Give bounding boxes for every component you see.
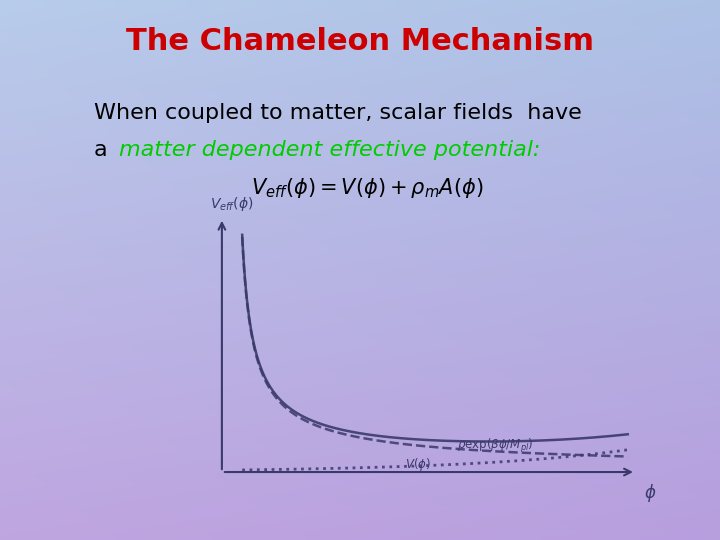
Text: $V_{eff}(\phi) = V(\phi) + \rho_m A(\phi)$: $V_{eff}(\phi) = V(\phi) + \rho_m A(\phi… — [251, 176, 483, 200]
Text: $\phi$: $\phi$ — [644, 482, 657, 504]
Text: $\rho\exp(\beta\phi/ M_{pl})$: $\rho\exp(\beta\phi/ M_{pl})$ — [457, 436, 534, 455]
Text: $V_{eff}(\phi)$: $V_{eff}(\phi)$ — [210, 195, 253, 213]
Text: When coupled to matter, scalar fields  have: When coupled to matter, scalar fields ha… — [94, 103, 581, 123]
Text: matter dependent effective potential:: matter dependent effective potential: — [119, 140, 540, 160]
Text: The Chameleon Mechanism: The Chameleon Mechanism — [126, 27, 594, 56]
Text: $V(\phi)$: $V(\phi)$ — [405, 456, 431, 473]
Text: a: a — [94, 140, 114, 160]
